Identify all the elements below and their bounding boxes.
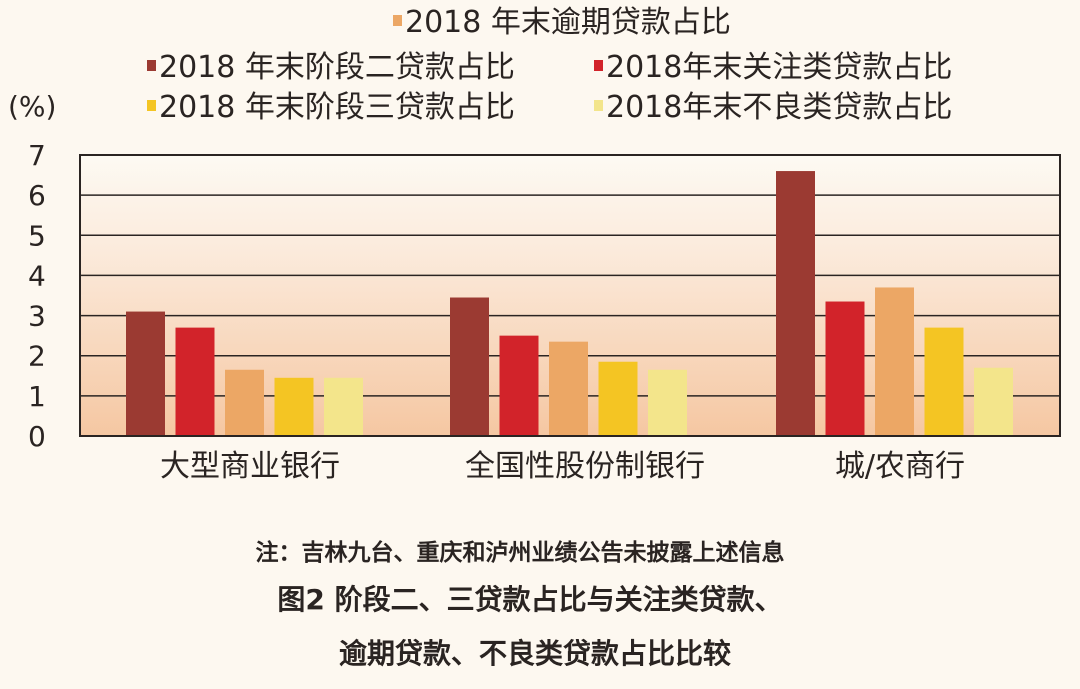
x-axis-categories: 大型商业银行 全国性股份制银行 城/农商行: [160, 449, 965, 484]
figure-caption-line-1: 图2 阶段二、三贷款占比与关注类贷款、: [277, 583, 783, 616]
y-tick-label: 6: [28, 179, 46, 212]
bar: [974, 367, 1013, 436]
bar: [549, 341, 588, 436]
legend-label: 2018 年末阶段二贷款占比: [159, 50, 515, 85]
bar: [126, 311, 165, 436]
legend-label: 2018 年末阶段三贷款占比: [159, 90, 515, 125]
legend-swatch: [147, 100, 156, 111]
x-category-label: 城/农商行: [835, 449, 965, 484]
bar: [324, 377, 363, 436]
legend-label: 2018 年末逾期贷款占比: [405, 5, 731, 40]
legend: 2018 年末逾期贷款占比 2018 年末阶段二贷款占比 2018年末关注类贷款占比…: [147, 5, 952, 125]
legend-label: 2018年末关注类贷款占比: [606, 50, 952, 85]
y-tick-label: 7: [28, 139, 46, 172]
x-category-label: 大型商业银行: [160, 449, 340, 484]
bar: [875, 287, 914, 436]
legend-swatch: [393, 15, 402, 26]
bar-chart: 2018 年末逾期贷款占比 2018 年末阶段二贷款占比 2018年末关注类贷款占比…: [8, 5, 1061, 484]
bar: [598, 361, 638, 436]
bar: [225, 369, 264, 436]
bar: [776, 171, 815, 437]
x-category-label: 全国性股份制银行: [465, 449, 705, 484]
legend-label: 2018年末不良类贷款占比: [606, 90, 952, 125]
bars: [126, 171, 1013, 437]
y-tick-label: 1: [28, 380, 46, 413]
legend-swatch: [594, 60, 603, 71]
bar: [825, 301, 865, 436]
y-axis-ticks: 0 1 2 3 4 5 6 7: [28, 139, 46, 453]
bar: [175, 327, 215, 436]
bar: [648, 369, 687, 436]
legend-swatch: [147, 60, 156, 71]
y-tick-label: 2: [28, 340, 46, 373]
y-tick-label: 3: [28, 300, 46, 333]
y-tick-label: 5: [28, 219, 46, 252]
plot-border: [79, 154, 1061, 437]
y-unit-label: (%): [8, 90, 56, 123]
bar: [499, 335, 539, 436]
figure-caption-line-2: 逾期贷款、不良类贷款占比比较: [338, 637, 731, 670]
bar: [450, 297, 489, 436]
y-tick-label: 0: [28, 420, 46, 453]
bar: [924, 327, 964, 436]
y-tick-label: 4: [28, 259, 46, 292]
legend-swatch: [594, 100, 603, 111]
chart-note: 注：吉林九台、重庆和泸州业绩公告未披露上述信息: [255, 540, 785, 566]
bar: [274, 377, 314, 436]
